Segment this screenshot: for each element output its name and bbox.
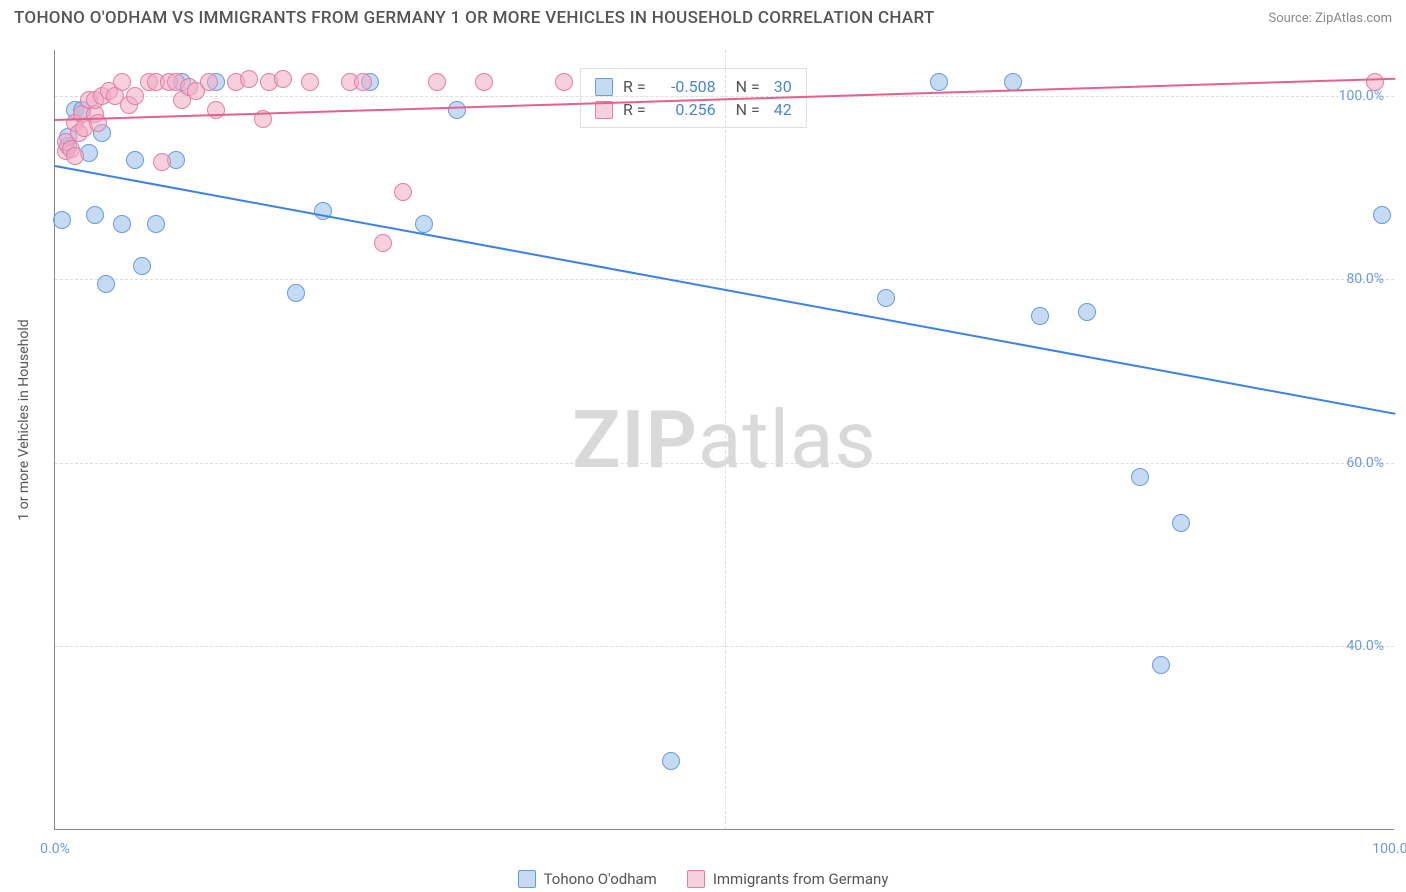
scatter-point [287,284,305,302]
r-label: R = [623,77,646,96]
corr-row-blue: R = -0.508 N = 30 [595,75,792,98]
scatter-point [555,73,573,91]
scatter-point [428,73,446,91]
scatter-point [133,257,151,275]
scatter-point [240,70,258,88]
x-tick-label: 100.0% [1372,841,1406,857]
scatter-point [200,73,218,91]
scatter-point [153,153,171,171]
legend-label: Immigrants from Germany [713,870,889,888]
scatter-point [448,101,466,119]
scatter-point [1373,206,1391,224]
legend-item-blue: Tohono O'odham [518,870,657,888]
scatter-point [930,73,948,91]
chart-title: TOHONO O'ODHAM VS IMMIGRANTS FROM GERMAN… [14,8,935,28]
scatter-point [86,206,104,224]
scatter-point [1366,73,1384,91]
scatter-point [475,73,493,91]
scatter-point [66,147,84,165]
n-value: 42 [774,100,792,119]
scatter-point [1078,303,1096,321]
legend-item-pink: Immigrants from Germany [687,870,889,888]
y-tick-label: 80.0% [1346,271,1384,287]
scatter-point [415,215,433,233]
r-value: -0.508 [660,77,716,96]
x-tick-label: 0.0% [40,841,70,857]
scatter-point [662,752,680,770]
scatter-point [877,289,895,307]
n-label: N = [736,100,760,119]
scatter-point [374,234,392,252]
series-legend: Tohono O'odham Immigrants from Germany [0,870,1406,888]
gridline-vertical [725,50,726,829]
n-label: N = [736,77,760,96]
y-tick-label: 40.0% [1346,638,1384,654]
scatter-point [113,215,131,233]
scatter-point [301,73,319,91]
scatter-point [354,73,372,91]
scatter-point [274,70,292,88]
swatch-blue-icon [518,870,536,888]
scatter-point [126,151,144,169]
scatter-point [1031,307,1049,325]
scatter-point [1131,468,1149,486]
r-value: 0.256 [660,100,716,119]
scatter-point [1152,656,1170,674]
y-axis-title: 1 or more Vehicles in Household [16,319,32,520]
swatch-blue-icon [595,78,613,96]
scatter-point [126,87,144,105]
source-label: Source: ZipAtlas.com [1268,11,1392,26]
scatter-chart: ZIPatlas R = -0.508 N = 30 R = 0.256 N =… [54,50,1394,830]
legend-label: Tohono O'odham [544,870,657,888]
scatter-point [394,183,412,201]
scatter-point [53,211,71,229]
y-tick-label: 60.0% [1346,455,1384,471]
chart-header: TOHONO O'ODHAM VS IMMIGRANTS FROM GERMAN… [0,0,1406,32]
scatter-point [97,275,115,293]
swatch-pink-icon [687,870,705,888]
n-value: 30 [774,77,792,96]
scatter-point [1172,514,1190,532]
scatter-point [147,215,165,233]
